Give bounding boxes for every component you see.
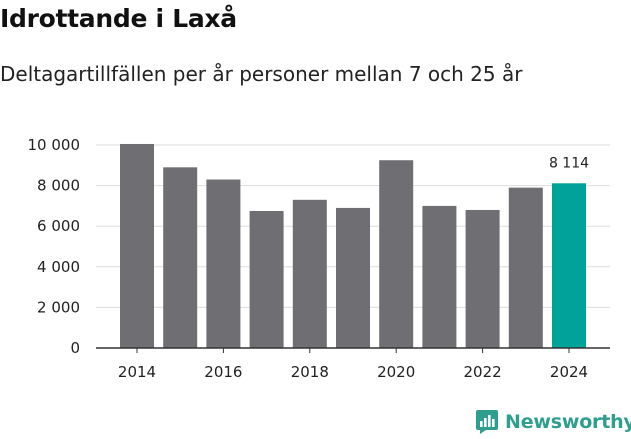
bar bbox=[206, 179, 241, 348]
bars bbox=[120, 143, 586, 348]
bar bbox=[379, 160, 414, 348]
y-tick-label: 0 bbox=[70, 339, 80, 357]
chart-subtitle: Deltagartillfällen per år personer mella… bbox=[0, 62, 523, 86]
x-tick-label: 2022 bbox=[464, 363, 502, 381]
x-tick-label: 2014 bbox=[118, 363, 156, 381]
x-tick-label: 2024 bbox=[550, 363, 588, 381]
data-label: 8 114 bbox=[549, 155, 589, 171]
axes bbox=[96, 347, 610, 353]
labels: 0 2 000 4 000 6 000 8 000 10 000 2014 2016 2018 2… bbox=[28, 136, 590, 381]
bar bbox=[465, 209, 500, 348]
bar bbox=[120, 143, 154, 348]
brand-name: Newsworthy bbox=[505, 411, 631, 433]
newsworthy-brand: Newsworthy bbox=[475, 406, 631, 438]
bar bbox=[163, 167, 198, 348]
bar bbox=[336, 207, 370, 348]
x-tick-label: 2016 bbox=[204, 363, 242, 381]
bar bbox=[292, 199, 327, 348]
y-tick-label: 6 000 bbox=[37, 217, 80, 235]
bar bbox=[422, 205, 457, 348]
x-tick-label: 2018 bbox=[291, 363, 329, 381]
bar bbox=[508, 187, 543, 348]
y-tick-label: 8 000 bbox=[37, 177, 80, 195]
chart-title: Idrottande i Laxå bbox=[0, 4, 237, 33]
y-tick-label: 10 000 bbox=[28, 136, 81, 154]
bar bbox=[249, 210, 284, 348]
bar-highlight bbox=[552, 183, 586, 348]
y-tick-label: 2 000 bbox=[37, 298, 80, 316]
newsworthy-logo-icon bbox=[476, 410, 498, 434]
y-tick-label: 4 000 bbox=[37, 258, 80, 276]
x-tick-label: 2020 bbox=[377, 363, 415, 381]
